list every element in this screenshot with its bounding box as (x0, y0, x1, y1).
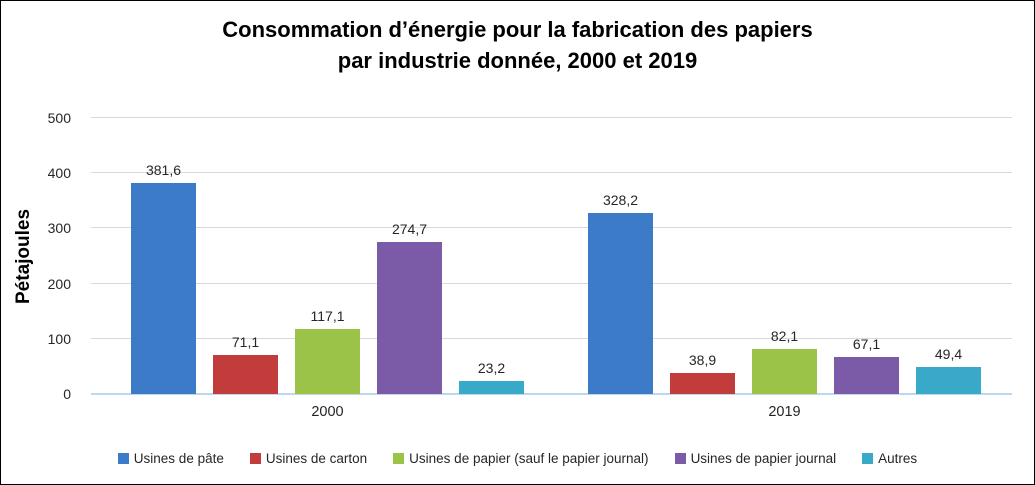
plot-area: 381,6 71,1 117,1 274,7 23,2 328,2 38,9 82,1 67,1… (91, 117, 1012, 395)
bar-value-label: 67,1 (852, 335, 881, 352)
chart-title: Consommation d’énergie pour la fabricati… (1, 14, 1034, 76)
y-tick-label: 400 (47, 165, 71, 182)
y-tick-label: 300 (47, 220, 71, 237)
bar-value-label: 274,7 (391, 221, 428, 238)
legend-item: Usines de papier (sauf le papier journal… (393, 450, 649, 466)
y-axis-ticks: 0 100 200 300 400 500 (1, 110, 81, 402)
bar: 274,7 (377, 221, 442, 394)
chart-title-line-1: Consommation d’énergie pour la fabricati… (222, 17, 813, 42)
x-axis-category-labels: 2000 2019 (91, 404, 1012, 424)
bar-value-label: 117,1 (310, 308, 345, 325)
bar-group-2019: 328,2 38,9 82,1 67,1 49,4 (588, 118, 981, 394)
bar-value-label: 82,1 (770, 327, 799, 344)
bar: 49,4 (916, 346, 981, 394)
bar: 67,1 (834, 336, 899, 394)
bar: 71,1 (213, 334, 278, 394)
legend-item: Autres (862, 451, 917, 466)
bar-value-label: 381,6 (145, 162, 182, 179)
legend-swatch-icon (117, 452, 129, 464)
legend-label: Autres (878, 450, 918, 466)
x-axis-line (91, 393, 1012, 395)
legend-label: Usines de papier (sauf le papier journal… (409, 450, 649, 466)
y-tick-label: 100 (47, 330, 71, 347)
gridline (91, 172, 1012, 174)
chart-legend: Usines de pâte Usines de carton Usines de … (1, 447, 1034, 469)
bar: 23,2 (459, 360, 524, 394)
legend-item: Usines de carton (249, 450, 368, 466)
x-category-label: 2019 (768, 404, 801, 420)
legend-label: Usines de pâte (133, 450, 224, 466)
bar-value-label: 49,4 (934, 345, 963, 362)
legend-swatch-icon (393, 452, 405, 464)
bar-value-label: 23,2 (477, 360, 506, 377)
bar-value-label: 328,2 (602, 191, 639, 208)
legend-item: Usines de papier journal (674, 450, 837, 466)
bar-group-2000: 381,6 71,1 117,1 274,7 23,2 (131, 118, 524, 394)
bar-value-label: 38,9 (688, 351, 717, 368)
gridline (91, 282, 1012, 284)
legend-swatch-icon (249, 452, 261, 464)
gridline (91, 337, 1012, 339)
bar: 82,1 (752, 328, 817, 394)
bar-value-label: 71,1 (231, 333, 260, 350)
legend-item: Usines de pâte (117, 450, 224, 466)
chart-title-line-2: par industrie donnée, 2000 et 2019 (337, 48, 698, 73)
y-tick-label: 0 (63, 386, 71, 402)
gridline (91, 227, 1012, 229)
x-category-label: 2000 (311, 404, 344, 420)
gridline (91, 117, 1012, 118)
legend-label: Usines de papier journal (690, 450, 837, 466)
bar: 38,9 (670, 352, 735, 394)
bar: 381,6 (131, 162, 196, 394)
y-tick-label: 200 (47, 275, 71, 292)
legend-label: Usines de carton (265, 450, 368, 466)
legend-swatch-icon (674, 452, 686, 464)
y-tick-label: 500 (47, 110, 71, 126)
bar: 117,1 (295, 308, 360, 394)
bar: 328,2 (588, 192, 653, 394)
legend-swatch-icon (862, 452, 874, 464)
